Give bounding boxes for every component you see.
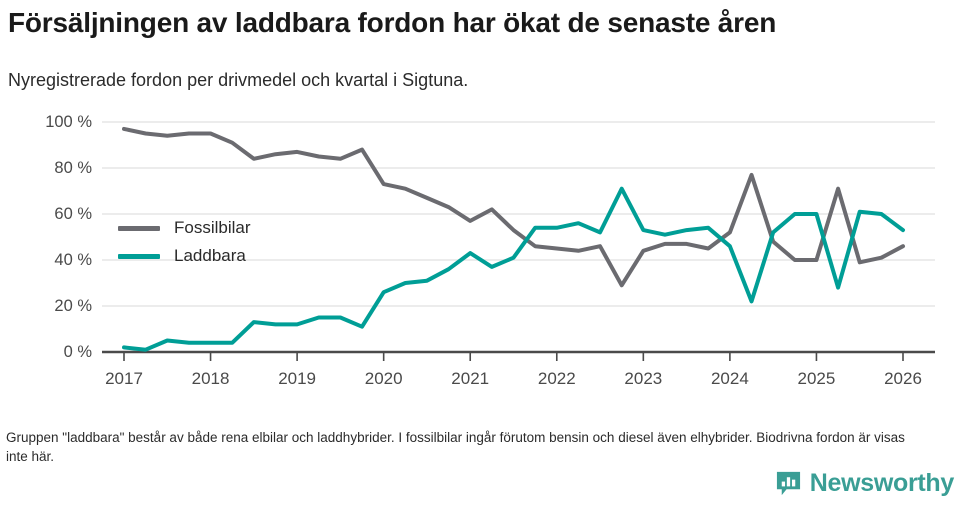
x-axis-tick-label: 2023	[624, 369, 662, 388]
y-axis-tick-label: 40 %	[54, 251, 92, 269]
series-line-laddbara	[122, 186, 905, 352]
logo-wordmark: Newsworthy	[809, 469, 955, 497]
y-axis-tick-label: 60 %	[54, 205, 92, 223]
y-axis-tick-labels: 0 % 20 % 40 % 60 % 80 % 100 %	[45, 113, 92, 361]
page-title: Försäljningen av laddbara fordon har öka…	[8, 7, 777, 38]
y-axis-tick-label: 80 %	[54, 159, 92, 177]
chart-footnote: Gruppen "laddbara" består av både rena e…	[6, 430, 905, 464]
x-axis-tick-label: 2020	[365, 369, 403, 388]
x-axis-tick-label: 2018	[192, 369, 230, 388]
y-axis-tick-label: 100 %	[45, 113, 92, 131]
chart-legend: Fossilbilar Laddbara	[118, 218, 251, 266]
legend-swatch-fossilbilar	[118, 225, 160, 231]
x-axis-tick-label: 2024	[711, 369, 749, 388]
chart-container: 0 % 20 % 40 % 60 % 80 % 100 % 2017 2018 2019 202…	[0, 110, 960, 405]
line-chart: 0 % 20 % 40 % 60 % 80 % 100 % 2017 2018 2019 202…	[45, 113, 935, 388]
x-axis-tick-label: 2022	[538, 369, 576, 388]
legend-item-fossilbilar[interactable]: Fossilbilar	[118, 218, 251, 238]
legend-item-laddbara[interactable]: Laddbara	[118, 246, 251, 266]
x-axis-tick-label: 2025	[798, 369, 836, 388]
legend-label-fossilbilar: Fossilbilar	[174, 218, 251, 237]
newsworthy-logo[interactable]: Newsworthy	[775, 470, 954, 497]
x-axis-tick-label: 2017	[105, 369, 143, 388]
x-axis-tick-label: 2021	[451, 369, 489, 388]
x-axis-tick-labels: 2017 2018 2019 2020 2021 2022 2023 2024 2025 2026	[105, 369, 922, 388]
y-axis-tick-label: 20 %	[54, 297, 92, 315]
x-axis-tick-label: 2026	[884, 369, 922, 388]
page-subtitle: Nyregistrerade fordon per drivmedel och …	[8, 70, 469, 90]
y-axis-tick-label: 0 %	[64, 343, 93, 361]
data-series-group	[122, 126, 905, 352]
bar-chart-speech-bubble-icon	[776, 471, 800, 496]
legend-label-laddbara: Laddbara	[174, 246, 246, 265]
series-line-fossilbilar	[122, 126, 905, 288]
x-axis-tick-label: 2019	[278, 369, 316, 388]
x-axis	[102, 350, 935, 361]
legend-swatch-laddbara	[118, 253, 160, 259]
